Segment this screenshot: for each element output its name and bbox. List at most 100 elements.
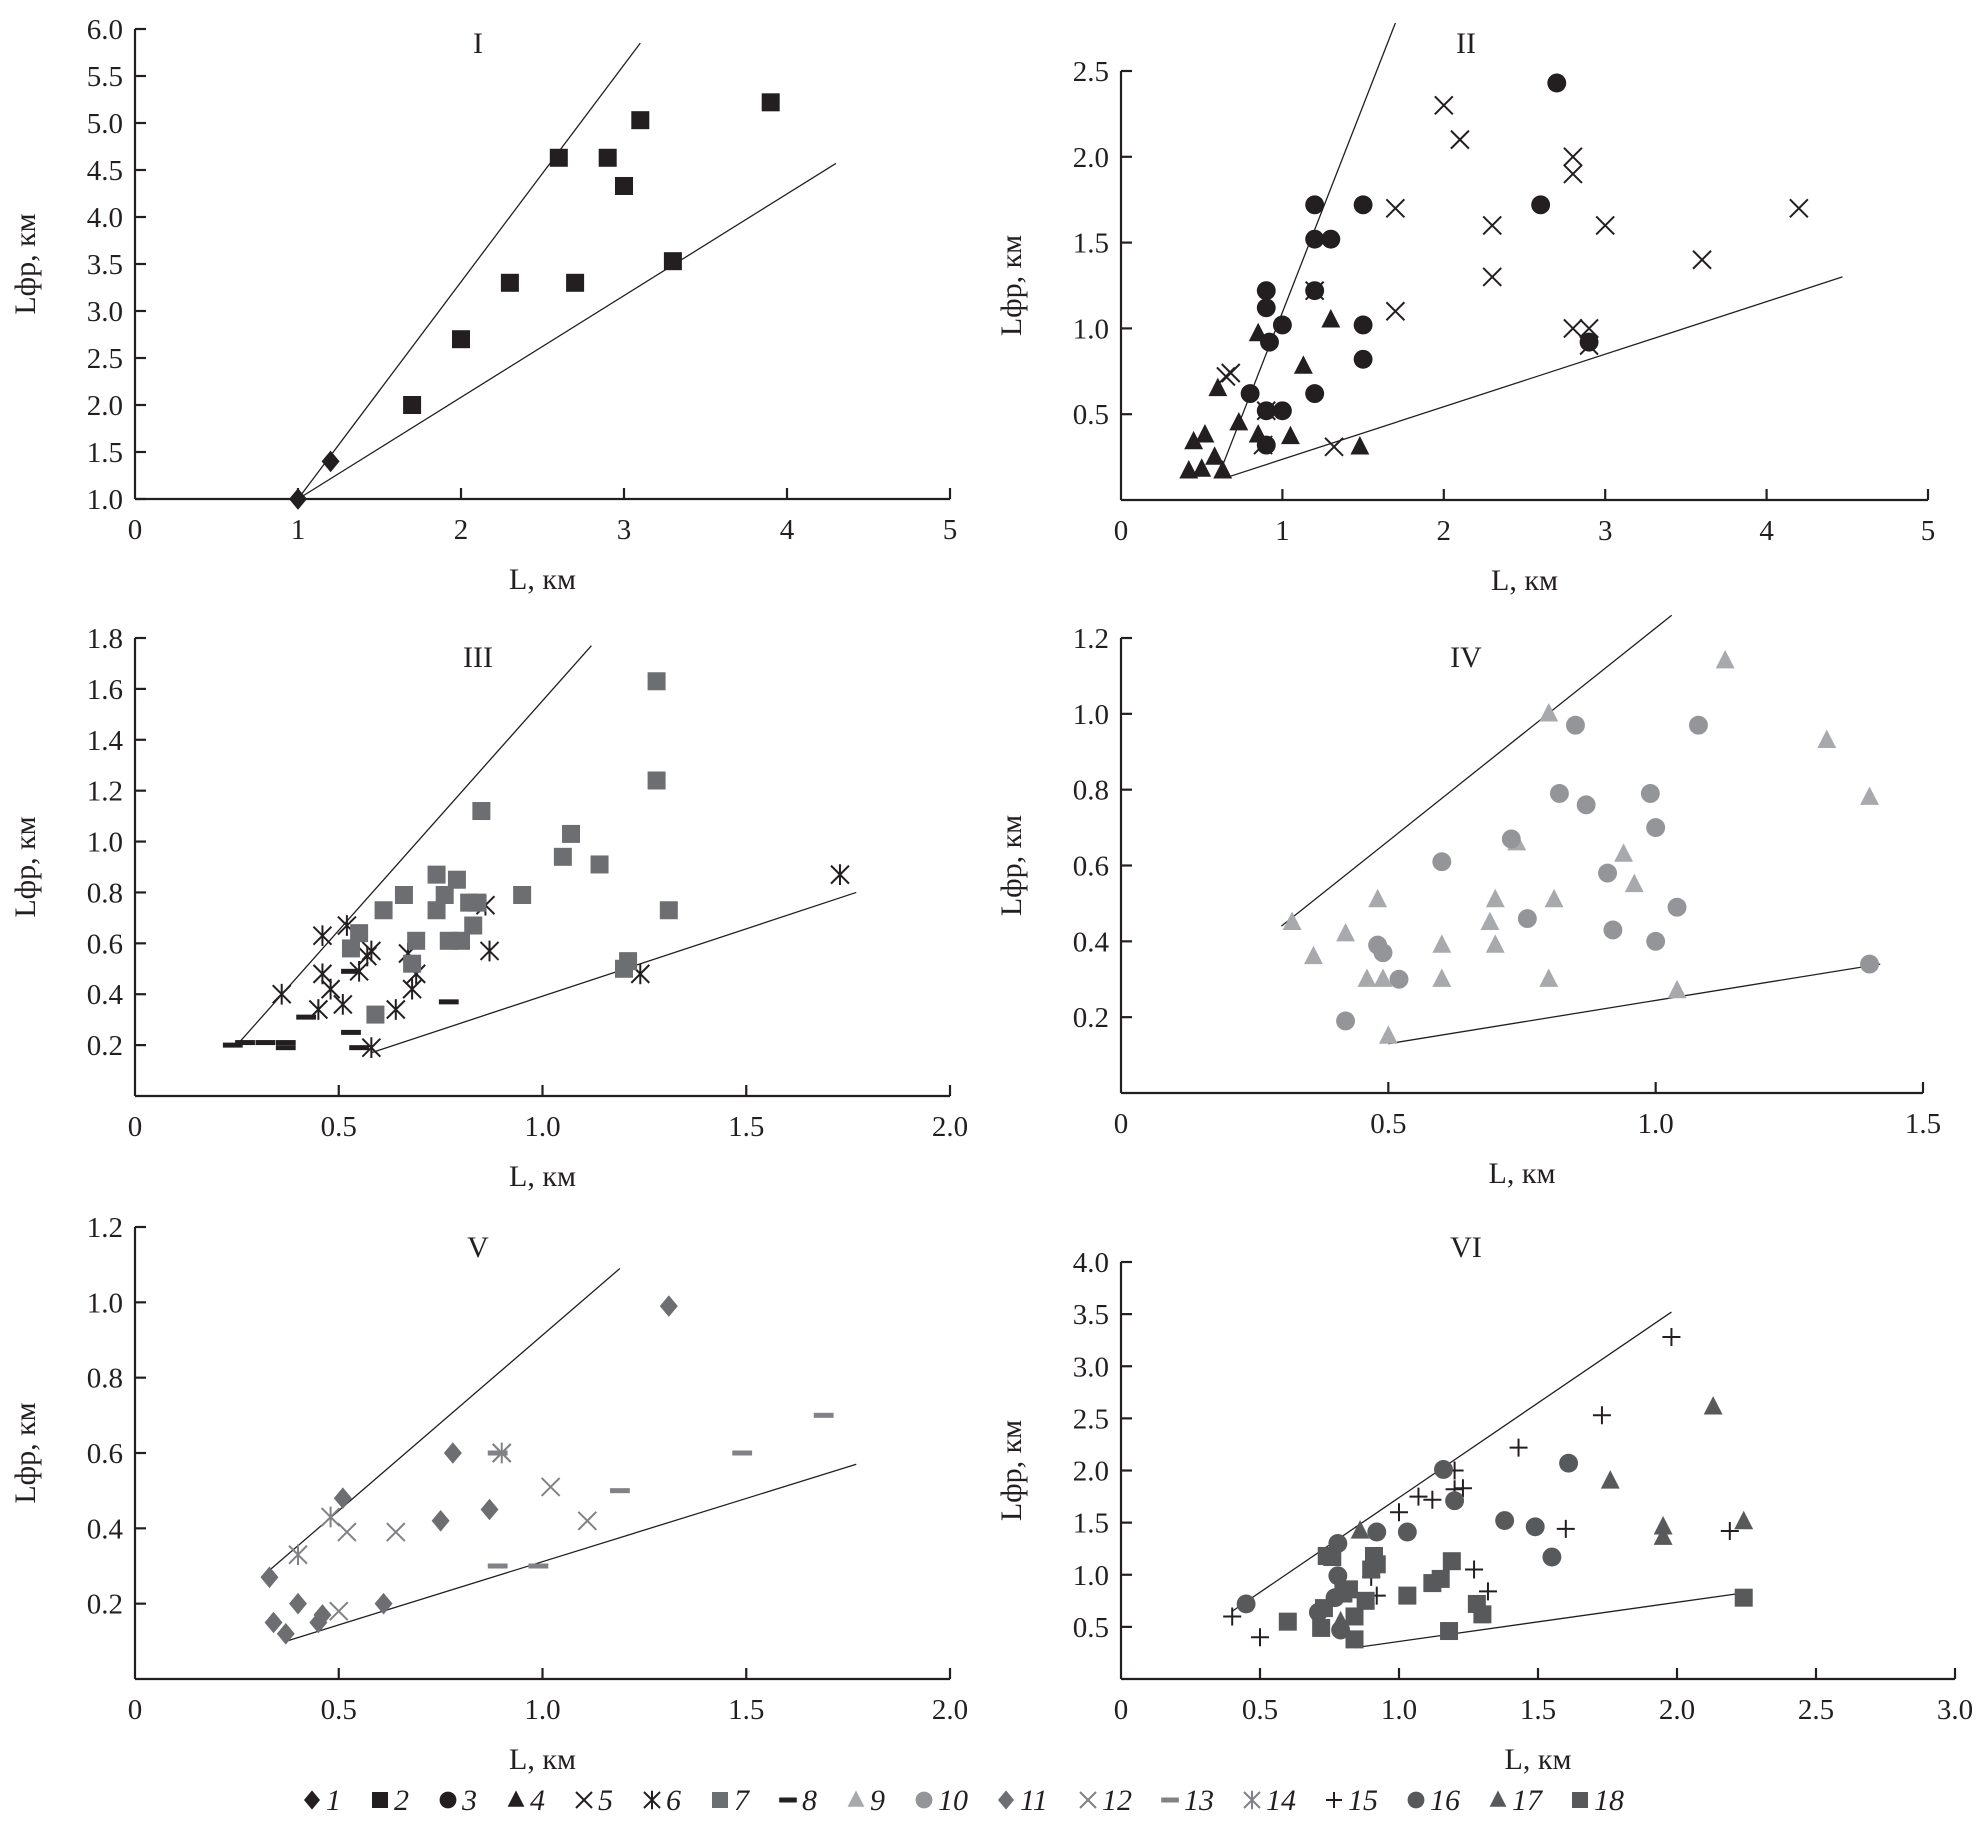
y-tick-label: 3.5 — [1073, 1299, 1109, 1331]
x-tick-label: 0 — [128, 1111, 143, 1143]
data-point-square — [366, 1005, 385, 1024]
data-point-asterisk — [288, 1544, 308, 1566]
data-point-circle — [1646, 818, 1666, 838]
data-point-asterisk — [271, 983, 292, 1005]
y-tick-label: 2.5 — [1073, 1403, 1109, 1435]
data-point-diamond — [276, 1623, 295, 1645]
data-point-square — [1278, 1612, 1297, 1631]
data-point-triangle — [1213, 460, 1233, 479]
series-12 — [329, 1443, 598, 1621]
data-point-asterisk — [479, 940, 500, 962]
legend-marker-dash-icon — [779, 1797, 797, 1803]
x-tick-label: 0 — [1114, 1108, 1129, 1140]
data-point-square — [350, 924, 369, 943]
x-tick-label: 2.0 — [1659, 1694, 1695, 1726]
series-13 — [487, 1412, 834, 1569]
data-point-asterisk — [386, 999, 406, 1020]
data-point-dash — [813, 1412, 834, 1418]
data-point-circle — [1256, 281, 1276, 301]
y-tick-label: 0.2 — [87, 1589, 123, 1621]
data-point-circle — [1321, 229, 1341, 249]
y-tick-label: 0.4 — [1073, 926, 1110, 958]
x-axis-title: L, км — [509, 1160, 576, 1193]
data-point-circle — [1566, 715, 1585, 735]
data-point-square — [374, 901, 393, 920]
data-point-diamond — [264, 1611, 283, 1634]
data-point-circle — [1432, 852, 1452, 872]
y-tick-label: 1.0 — [87, 484, 123, 516]
data-point-square — [403, 954, 422, 973]
data-point-triangle — [1734, 1510, 1754, 1530]
legend-marker-asterisk-icon — [643, 1790, 661, 1810]
data-point-diamond — [260, 1566, 279, 1589]
data-point-triangle — [1667, 979, 1687, 999]
x-tick-label: 1.0 — [1381, 1694, 1417, 1726]
data-point-asterisk — [361, 940, 382, 962]
data-point-diamond — [321, 450, 340, 473]
y-tick-label: 1.2 — [87, 1212, 123, 1244]
data-point-circle — [1640, 784, 1660, 803]
boundary-line — [260, 1267, 621, 1578]
data-point-square — [1367, 1555, 1386, 1574]
data-point-square — [468, 893, 487, 912]
data-point-circle — [1236, 1594, 1256, 1614]
legend-label: 16 — [1430, 1784, 1460, 1817]
series-2 — [403, 93, 780, 414]
y-tick-label: 4.0 — [87, 202, 123, 234]
y-tick-label: 1.4 — [87, 725, 124, 757]
legend-item-1: 1 — [304, 1784, 341, 1817]
legend-label: 13 — [1184, 1784, 1214, 1817]
panel-title: III — [463, 641, 493, 674]
x-tick-label: 3 — [1598, 515, 1613, 547]
y-tick-label: 1.0 — [1073, 1560, 1109, 1592]
data-point-circle — [1559, 1453, 1579, 1473]
data-point-dash — [275, 1045, 296, 1051]
data-point-circle — [1646, 931, 1666, 951]
data-point-triangle — [1368, 888, 1388, 908]
panel-title: IV — [1450, 641, 1482, 674]
data-point-circle — [1373, 943, 1393, 963]
y-tick-label: 1.0 — [1073, 313, 1109, 345]
y-tick-label: 2.5 — [1073, 56, 1109, 88]
legend-label: 2 — [394, 1784, 409, 1817]
x-tick-label: 1.5 — [728, 1694, 764, 1726]
data-point-circle — [1542, 1547, 1562, 1567]
boundary-line — [1280, 614, 1673, 927]
legend-marker-circle-icon — [915, 1791, 933, 1809]
data-point-triangle — [1653, 1526, 1673, 1545]
data-point-dash — [275, 1040, 296, 1046]
data-point-circle — [1353, 315, 1373, 335]
panel-title: I — [473, 27, 483, 60]
data-point-square — [407, 931, 426, 950]
legend-marker-triangle-icon — [847, 1790, 865, 1807]
data-point-circle — [1860, 954, 1879, 974]
legend-label: 18 — [1594, 1784, 1624, 1817]
data-point-asterisk — [361, 1037, 382, 1059]
data-point-x — [1253, 435, 1273, 455]
y-tick-label: 4.5 — [87, 155, 123, 187]
data-point-x — [1221, 363, 1241, 383]
legend-item-16: 16 — [1407, 1784, 1460, 1817]
panel-II: 0 1 2 3 4 5 0.5 1.0 1.5 2.0 2.5 II L, км Lфр, км — [995, 22, 1935, 597]
legend-item-10: 10 — [915, 1784, 968, 1817]
x-tick-label: 2 — [454, 514, 469, 546]
x-tick-label: 2.0 — [932, 1111, 968, 1143]
boundary-line — [1217, 22, 1396, 478]
y-tick-label: 1.2 — [87, 776, 123, 808]
data-point-square — [1442, 1552, 1461, 1571]
data-point-diamond — [289, 488, 307, 510]
y-axis-title: Lфр, км — [9, 213, 42, 314]
data-point-x — [1595, 215, 1615, 236]
panel-title: VI — [1450, 1231, 1482, 1264]
data-point-circle — [1353, 349, 1373, 369]
data-point-x — [337, 1522, 357, 1542]
x-tick-label: 0 — [128, 1694, 143, 1726]
data-point-triangle — [1653, 1515, 1673, 1535]
data-point-circle — [1305, 229, 1325, 249]
legend-marker-square-icon — [372, 1792, 388, 1808]
x-axis-title: L, км — [1505, 1743, 1572, 1776]
x-tick-label: 2 — [1437, 515, 1452, 547]
legend-item-18: 18 — [1572, 1784, 1624, 1817]
data-point-asterisk — [320, 978, 341, 1000]
x-tick-label: 0.5 — [321, 1694, 357, 1726]
